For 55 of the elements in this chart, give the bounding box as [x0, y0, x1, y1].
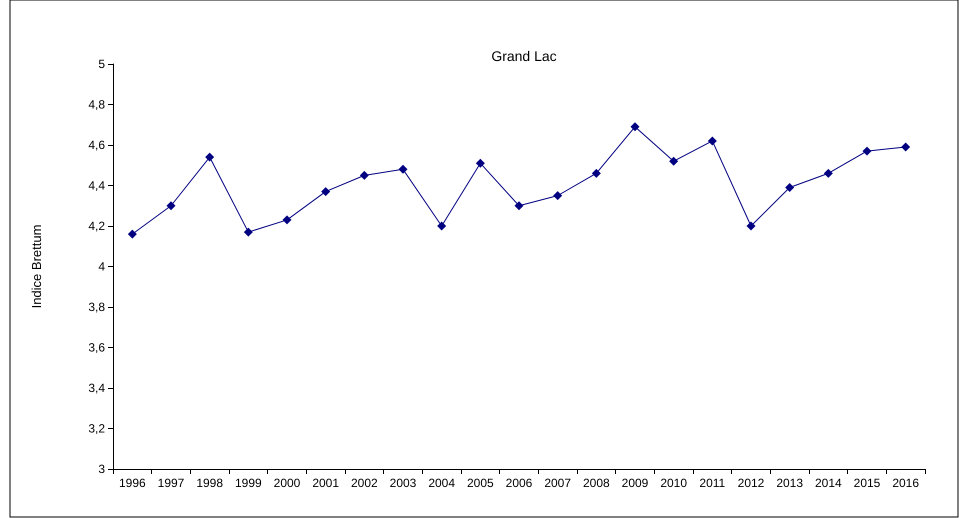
- point: [128, 230, 137, 239]
- x-tick-label: 2007: [544, 476, 572, 490]
- point: [398, 164, 408, 174]
- x-tick-label: 2001: [312, 476, 340, 490]
- x-tick-label: 2012: [738, 476, 765, 490]
- point: [746, 222, 756, 230]
- y-tick-label: 4,6: [88, 138, 106, 152]
- x-tick-label: 2015: [854, 476, 881, 490]
- point: [708, 136, 717, 146]
- x-tick-label: 1996: [118, 476, 146, 490]
- point: [360, 170, 369, 180]
- x-tick-label: 2002: [350, 476, 378, 490]
- x-tick-label: 2003: [390, 476, 417, 490]
- y-tick-label: 3,4: [88, 381, 106, 395]
- point: [244, 228, 253, 237]
- y-tick-label: 3,6: [88, 340, 106, 354]
- y-tick-label: 5: [98, 57, 106, 71]
- point: [592, 168, 601, 178]
- point: [824, 168, 833, 178]
- point: [476, 158, 485, 168]
- point: [282, 215, 292, 224]
- x-tick-label: 2014: [814, 476, 842, 490]
- chart-title: Grand Lac: [491, 48, 557, 64]
- point: [785, 183, 794, 192]
- x-tick-label: 2010: [660, 476, 688, 490]
- y-tick-label: 4,8: [88, 98, 106, 112]
- x-tick-label: 2011: [699, 476, 726, 490]
- point: [901, 142, 910, 152]
- point: [862, 146, 872, 156]
- y-axis-title: Indice Brettum: [29, 224, 44, 308]
- x-tick-label: 2005: [466, 476, 494, 490]
- x-tick-label: 2013: [776, 476, 804, 490]
- point: [630, 122, 640, 132]
- y-tick-label: 4: [98, 260, 106, 274]
- x-tick-label: 1998: [196, 476, 224, 490]
- point: [321, 187, 330, 196]
- y-tick-label: 4,4: [88, 178, 106, 192]
- x-tick-label: 2006: [506, 476, 533, 490]
- x-tick-label: 2004: [428, 476, 456, 490]
- point: [669, 156, 678, 166]
- x-tick-label: 2008: [582, 476, 610, 490]
- point: [205, 152, 214, 162]
- x-tick-label: 1999: [234, 476, 262, 490]
- point: [514, 201, 524, 210]
- point: [553, 191, 562, 200]
- x-tick-label: 2016: [892, 476, 920, 490]
- y-tick-label: 3,2: [88, 422, 106, 436]
- point: [166, 201, 176, 210]
- y-tick-label: 3,8: [88, 300, 106, 314]
- x-tick-label: 2009: [622, 476, 649, 490]
- point: [437, 222, 446, 230]
- x-tick-label: 2000: [274, 476, 301, 490]
- x-tick-label: 1997: [158, 476, 185, 490]
- y-tick-label: 3: [98, 462, 106, 476]
- y-tick-label: 4,2: [88, 219, 106, 233]
